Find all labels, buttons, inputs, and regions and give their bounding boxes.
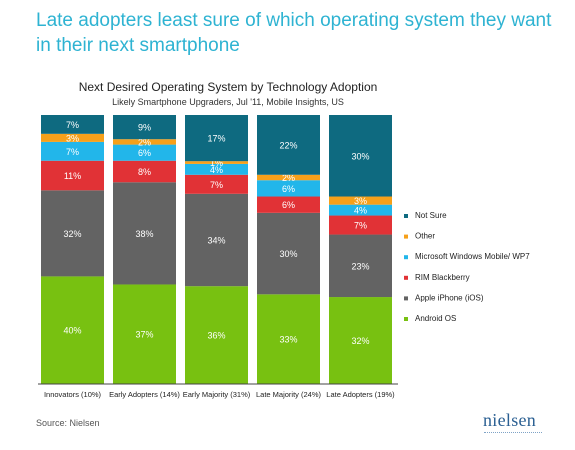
chart-title: Next Desired Operating System by Technol…: [79, 80, 378, 94]
data-label: 6%: [282, 184, 295, 194]
data-label: 11%: [64, 171, 81, 181]
x-tick-label: Late Majority (24%): [256, 390, 322, 399]
bar-segment-not-sure: [329, 115, 392, 197]
bar-segment-android-os: [257, 294, 320, 384]
bar-segment-other: [113, 139, 176, 145]
bar-segment-android-os: [113, 284, 176, 384]
source-note: Source: Nielsen: [36, 418, 100, 428]
data-label: 7%: [66, 120, 79, 130]
data-label: 7%: [66, 147, 79, 157]
bar-segment-android-os: [41, 276, 104, 384]
x-tick-label: Innovators (10%): [44, 390, 102, 399]
bar-segment-other: [257, 174, 320, 181]
x-tick-label: Early Majority (31%): [183, 390, 251, 399]
bar-segment-rim-blackberry: [257, 196, 320, 213]
bar-segment-android-os: [329, 297, 392, 384]
bar-segment-microsoft-windows-mobile-wp7: [41, 141, 104, 161]
data-label: 36%: [207, 331, 225, 341]
bar-segment-rim-blackberry: [329, 215, 392, 235]
bar-segment-other: [329, 196, 392, 205]
legend-label: Not Sure: [415, 211, 447, 220]
data-label: 23%: [351, 261, 369, 271]
data-label: 37%: [135, 330, 153, 340]
bar-segment-rim-blackberry: [185, 174, 248, 194]
bar-area: 40%32%11%7%3%7%37%38%8%6%2%9%36%34%7%4%1…: [41, 115, 392, 384]
data-label: 17%: [207, 134, 225, 144]
bar-segment-microsoft-windows-mobile-wp7: [257, 180, 320, 197]
legend-label: Microsoft Windows Mobile/ WP7: [415, 252, 530, 261]
bar-segment-apple-iphone-ios: [113, 182, 176, 285]
data-label: 4%: [210, 165, 223, 175]
bar-segment-microsoft-windows-mobile-wp7: [329, 204, 392, 216]
bar-segment-rim-blackberry: [41, 160, 104, 191]
bar-segment-not-sure: [185, 115, 248, 162]
data-label: 6%: [138, 148, 151, 158]
legend-label: RIM Blackberry: [415, 273, 470, 282]
data-label: 3%: [354, 196, 367, 206]
legend-label: Apple iPhone (iOS): [415, 293, 484, 302]
legend-swatch-android-os: [404, 317, 408, 321]
legend-label: Other: [415, 232, 435, 241]
nielsen-logo: nielsen: [483, 410, 537, 430]
data-label: 34%: [207, 235, 225, 245]
data-label: 32%: [351, 336, 369, 346]
x-tick-label: Early Adopters (14%): [109, 390, 180, 399]
data-label: 38%: [135, 229, 153, 239]
bar-segment-not-sure: [113, 115, 176, 140]
logo-underline: [484, 432, 542, 435]
data-label: 30%: [279, 249, 297, 259]
bar-segment-rim-blackberry: [113, 160, 176, 183]
data-label: 7%: [354, 221, 367, 231]
bar-segment-apple-iphone-ios: [329, 234, 392, 298]
chart-headline: Late adopters least sure of which operat…: [36, 10, 552, 56]
bar-segment-other: [185, 161, 248, 164]
legend: Not Sure Other Microsoft Windows Mobile/ W…: [404, 211, 530, 323]
bar-segment-android-os: [185, 286, 248, 384]
bar-segment-not-sure: [41, 115, 104, 134]
data-label: 7%: [210, 180, 223, 190]
legend-label: Android OS: [415, 314, 456, 323]
data-label: 4%: [354, 206, 367, 216]
bar-segment-microsoft-windows-mobile-wp7: [185, 163, 248, 175]
legend-swatch-not-sure: [404, 214, 408, 218]
x-tick-label: Late Adopters (19%): [326, 390, 395, 399]
data-label: 22%: [279, 140, 297, 150]
bar-segment-not-sure: [257, 115, 320, 175]
data-label: 9%: [138, 123, 151, 133]
data-label: 3%: [66, 133, 79, 143]
x-axis-labels: Innovators (10%) Early Adopters (14%) Earl…: [44, 390, 395, 399]
data-label: 2%: [138, 137, 151, 147]
bar-segment-microsoft-windows-mobile-wp7: [113, 144, 176, 161]
data-label: 30%: [351, 151, 369, 161]
chart-subtitle: Likely Smartphone Upgraders, Jul '11, Mo…: [112, 97, 344, 107]
data-label: 8%: [138, 167, 151, 177]
bar-segment-apple-iphone-ios: [41, 190, 104, 277]
bar-segment-apple-iphone-ios: [185, 193, 248, 287]
data-label: 2%: [282, 173, 295, 183]
bar-segment-apple-iphone-ios: [257, 212, 320, 295]
data-label: 6%: [282, 200, 295, 210]
data-label: 32%: [63, 229, 81, 239]
legend-swatch-rim-blackberry: [404, 275, 408, 280]
data-label: 33%: [279, 335, 297, 345]
legend-swatch-microsoft-windows-mobile-wp7: [404, 255, 408, 260]
legend-swatch-apple-iphone-ios: [404, 296, 408, 301]
data-label: 1%: [210, 158, 223, 168]
legend-swatch-other: [404, 234, 408, 239]
data-label: 40%: [63, 326, 81, 336]
bar-segment-other: [41, 133, 104, 142]
